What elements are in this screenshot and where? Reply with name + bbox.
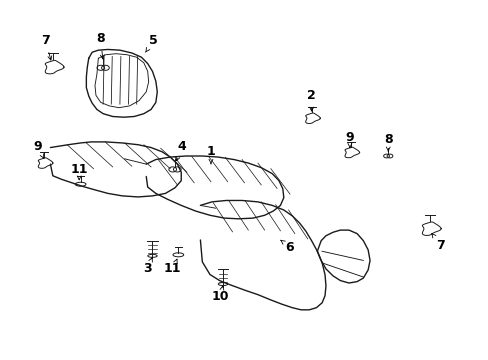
Text: 8: 8	[96, 32, 105, 59]
Text: 1: 1	[206, 145, 215, 164]
Text: 7: 7	[41, 34, 52, 60]
Text: 3: 3	[143, 258, 152, 275]
Text: 10: 10	[211, 286, 229, 303]
Text: 6: 6	[280, 240, 294, 253]
Text: 7: 7	[431, 234, 445, 252]
Text: 4: 4	[176, 140, 186, 161]
Text: 11: 11	[70, 163, 88, 180]
Text: 2: 2	[306, 89, 315, 111]
Text: 5: 5	[145, 34, 158, 52]
Text: 11: 11	[163, 259, 181, 275]
Text: 9: 9	[33, 140, 44, 158]
Text: 9: 9	[345, 131, 353, 147]
Text: 8: 8	[383, 133, 392, 152]
